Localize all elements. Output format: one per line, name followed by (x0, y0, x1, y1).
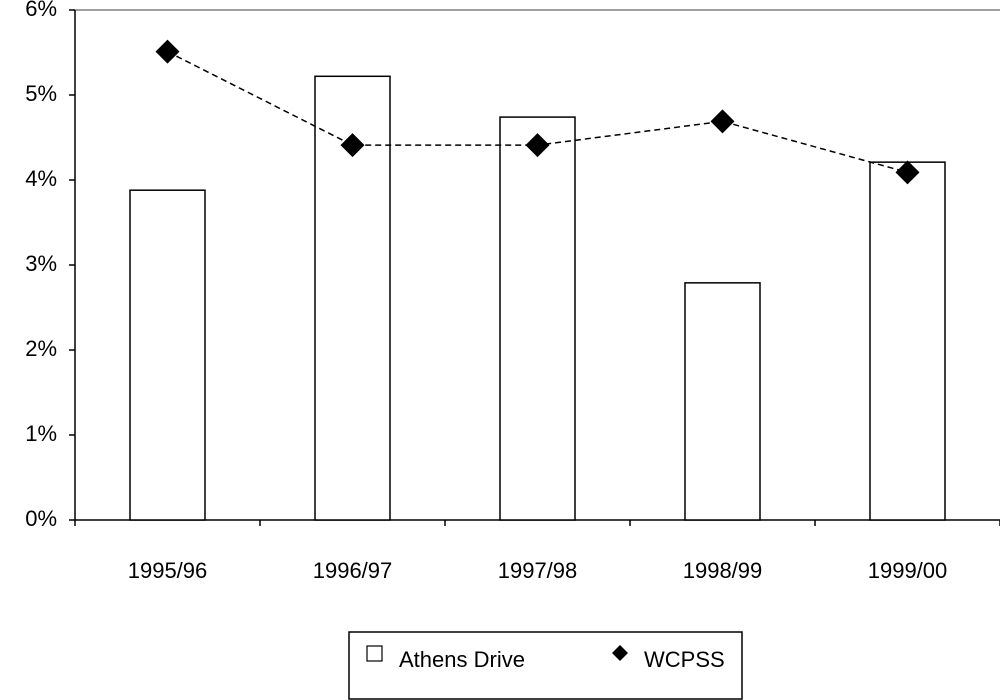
x-tick-label: 1996/97 (313, 558, 393, 583)
bar (869, 161, 946, 521)
point-marker (525, 133, 550, 158)
x-tick-label: 1998/99 (683, 558, 763, 583)
point-marker (895, 160, 920, 185)
legend-label: Athens Drive (399, 647, 525, 672)
point-marker (155, 39, 180, 64)
y-tick-label: 1% (25, 421, 57, 446)
bar (684, 282, 761, 521)
legend-swatch (366, 645, 383, 662)
y-tick-label: 0% (25, 506, 57, 531)
legend-swatch (612, 645, 628, 661)
x-tick-label: 1997/98 (498, 558, 578, 583)
x-tick-label: 1995/96 (128, 558, 208, 583)
x-tick-label: 1999/00 (868, 558, 948, 583)
y-tick-label: 2% (25, 336, 57, 361)
bar (129, 189, 206, 521)
legend-label: WCPSS (644, 647, 725, 672)
y-tick-label: 3% (25, 251, 57, 276)
bar (499, 116, 576, 521)
legend-box (348, 631, 743, 700)
y-tick-label: 6% (25, 0, 57, 21)
point-marker (340, 133, 365, 158)
y-tick-label: 5% (25, 81, 57, 106)
y-tick-label: 4% (25, 166, 57, 191)
point-marker (710, 109, 735, 134)
